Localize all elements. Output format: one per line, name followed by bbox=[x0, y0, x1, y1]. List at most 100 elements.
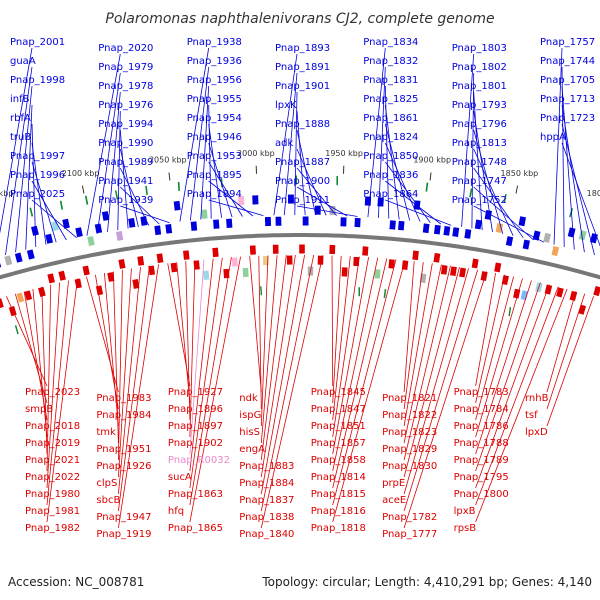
reverse-gene-label: clpS bbox=[96, 478, 117, 489]
reverse-gene-block bbox=[578, 304, 587, 315]
forward-gene-block bbox=[578, 230, 587, 241]
forward-gene-label: Pnap_1887 bbox=[275, 157, 330, 168]
forward-gene-label: Pnap_1894 bbox=[187, 189, 242, 200]
forward-gene-leader bbox=[384, 161, 431, 223]
forward-gene-leader bbox=[96, 72, 121, 234]
forward-gene-leader bbox=[208, 161, 243, 217]
forward-gene-label: Pnap_1793 bbox=[452, 100, 507, 111]
forward-gene-leader bbox=[208, 199, 264, 216]
reverse-gene-leader bbox=[475, 273, 496, 387]
forward-gene-label: Pnap_1976 bbox=[98, 100, 153, 111]
reverse-gene-block bbox=[440, 265, 448, 275]
forward-gene-block bbox=[201, 209, 208, 219]
reverse-gene-label: Pnap_1845 bbox=[311, 387, 366, 398]
reverse-gene-block bbox=[107, 272, 115, 282]
forward-gene-label: Pnap_1850 bbox=[363, 151, 418, 162]
reverse-gene-leader bbox=[260, 254, 305, 495]
reverse-gene-leader bbox=[475, 274, 505, 404]
forward-gene-leader bbox=[120, 186, 160, 225]
forward-gene-leader bbox=[86, 53, 121, 236]
reverse-gene-label: Pnap_1927 bbox=[168, 387, 223, 398]
reverse-gene-label: Pnap_1784 bbox=[454, 404, 509, 415]
reverse-gene-block bbox=[0, 298, 4, 309]
reverse-gene-leader bbox=[260, 255, 278, 444]
forward-gene-leader bbox=[561, 66, 565, 248]
forward-gene-leader bbox=[553, 47, 563, 245]
forward-gene-label: Pnap_1864 bbox=[363, 189, 418, 200]
forward-gene-label: adk bbox=[275, 138, 293, 149]
reverse-gene-label: Pnap_1981 bbox=[25, 506, 80, 517]
map-title: Polaromonas naphthalenivorans CJ2, compl… bbox=[105, 11, 494, 27]
reverse-gene-leader bbox=[475, 288, 568, 523]
reverse-gene-leader bbox=[46, 278, 78, 523]
forward-gene-block bbox=[389, 220, 396, 230]
reverse-gene-label: aceE bbox=[382, 495, 406, 506]
reverse-gene-block bbox=[388, 259, 395, 269]
forward-gene-leader bbox=[273, 53, 298, 216]
reverse-gene-leader bbox=[403, 266, 460, 478]
reverse-gene-block bbox=[556, 287, 564, 298]
reverse-gene-block bbox=[118, 258, 126, 269]
reverse-gene-leader bbox=[41, 286, 48, 455]
reverse-gene-leader bbox=[189, 258, 214, 472]
reverse-gene-leader bbox=[189, 257, 223, 489]
forward-gene-label: Pnap_1911 bbox=[275, 195, 330, 206]
forward-gene-leader bbox=[31, 123, 37, 248]
reverse-gene-leader bbox=[331, 255, 334, 387]
forward-gene-label: Pnap_1895 bbox=[187, 170, 242, 181]
reverse-gene-label: Pnap_1815 bbox=[311, 489, 366, 500]
forward-gene-block bbox=[589, 233, 598, 244]
reverse-gene-leader bbox=[104, 273, 119, 427]
reverse-gene-leader bbox=[332, 260, 406, 523]
forward-gene-label: infB bbox=[10, 94, 30, 105]
forward-gene-label: Pnap_1946 bbox=[187, 132, 242, 143]
forward-gene-block bbox=[518, 216, 527, 227]
reverse-gene-label: Pnap_1837 bbox=[239, 495, 294, 506]
reverse-gene-leader bbox=[46, 280, 69, 506]
forward-gene-label: Pnap_2020 bbox=[98, 43, 153, 54]
reverse-gene-label: Pnap_1816 bbox=[311, 506, 366, 517]
reverse-gene-block bbox=[401, 260, 409, 270]
reverse-gene-block bbox=[74, 278, 82, 289]
forward-gene-block bbox=[45, 233, 54, 244]
feature-tracks bbox=[0, 175, 600, 335]
reverse-gene-label: Pnap_2018 bbox=[25, 421, 80, 432]
reverse-gene-block bbox=[16, 292, 25, 303]
forward-gene-label: Pnap_1802 bbox=[452, 62, 507, 73]
forward-gene-label: Pnap_1990 bbox=[98, 138, 153, 149]
forward-gene-label: Pnap_1803 bbox=[452, 43, 507, 54]
forward-gene-label: Pnap_1832 bbox=[363, 56, 418, 67]
forward-gene-label: Pnap_2001 bbox=[10, 37, 65, 48]
forward-gene-label: lpxK bbox=[275, 100, 297, 111]
reverse-gene-label: lpxB bbox=[454, 506, 476, 517]
reverse-gene-leader bbox=[403, 265, 451, 461]
forward-gene-block bbox=[543, 232, 552, 243]
forward-gene-label: Pnap_1956 bbox=[187, 75, 242, 86]
reverse-gene-label: Pnap_1814 bbox=[311, 472, 366, 483]
reverse-gene-block bbox=[544, 284, 553, 295]
reverse-gene-block bbox=[459, 267, 467, 278]
reverse-gene-leader bbox=[118, 268, 132, 478]
reverse-gene-leader bbox=[176, 262, 191, 404]
label-leaders bbox=[0, 47, 600, 529]
reverse-gene-label: tmk bbox=[96, 427, 116, 438]
forward-gene-block bbox=[87, 236, 95, 247]
forward-gene-label: Pnap_1723 bbox=[540, 113, 595, 124]
reverse-gene-block bbox=[480, 271, 488, 282]
forward-gene-label: Pnap_1955 bbox=[187, 94, 242, 105]
reverse-gene-label: Pnap_1897 bbox=[168, 421, 223, 432]
forward-gene-label: Pnap_1834 bbox=[363, 37, 418, 48]
forward-gene-label: Pnap_1705 bbox=[540, 75, 595, 86]
reverse-gene-leader bbox=[332, 256, 351, 421]
reverse-gene-label: Pnap_1865 bbox=[168, 523, 223, 534]
forward-gene-leader bbox=[208, 142, 233, 218]
reverse-gene-leader bbox=[189, 256, 241, 523]
forward-gene-label: Pnap_1748 bbox=[452, 157, 507, 168]
reverse-gene-label: Pnap_1830 bbox=[382, 461, 437, 472]
reverse-gene-leader bbox=[113, 271, 119, 444]
forward-gene-label: Pnap_1744 bbox=[540, 56, 595, 67]
reverse-gene-block bbox=[95, 285, 104, 296]
forward-gene-block bbox=[62, 218, 70, 229]
forward-gene-label: Pnap_1861 bbox=[363, 113, 418, 124]
